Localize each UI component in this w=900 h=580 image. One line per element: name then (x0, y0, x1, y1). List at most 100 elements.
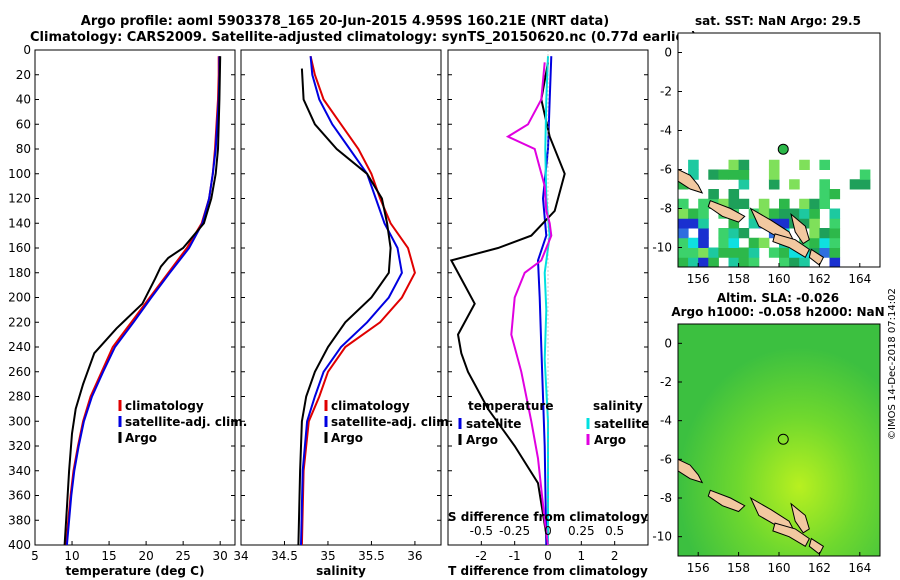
x-tick-label: 2 (611, 549, 619, 563)
y-tick-label: 120 (8, 192, 31, 206)
sst-pixel (738, 228, 750, 239)
sst-pixel (758, 198, 770, 209)
legend-label: satellite-adj. clim. (125, 415, 247, 429)
x-tick-label: 34 (233, 549, 248, 563)
sst-pixel (829, 228, 841, 239)
sst-pixel (819, 228, 830, 239)
legend-label: Argo (331, 431, 363, 445)
sst-pixel (758, 237, 770, 248)
y-tick-label: 0 (23, 43, 31, 57)
sst-pixel (728, 198, 740, 209)
x-tick-label: -1 (509, 549, 521, 563)
sst-map-title: sat. SST: NaN Argo: 29.5 (695, 14, 861, 28)
sst-pixel (768, 247, 780, 258)
sst-pixel (688, 218, 699, 229)
series-line-satellite-adj-clim- (300, 56, 403, 546)
y-tick-label: 60 (16, 117, 31, 131)
sst-pixel (718, 247, 729, 258)
sst-pixel (728, 218, 740, 229)
x-tick-label: 35 (320, 549, 335, 563)
sst-pixel (738, 257, 750, 267)
y-tick-label: 400 (8, 538, 31, 552)
sst-pixel (678, 218, 689, 229)
map-x-tick-label: 164 (848, 561, 871, 575)
sst-pixel (728, 247, 740, 258)
figure-title-line1: Argo profile: aoml 5903378_165 20-Jun-20… (80, 14, 610, 29)
sst-pixel (758, 208, 770, 219)
figure-title-line2: Climatology: CARS2009. Satellite-adjuste… (30, 30, 697, 45)
sst-pixel (789, 247, 800, 258)
land-island (790, 212, 810, 245)
imos-watermark: ©IMOS 14-Dec-2018 07:14:02 (887, 288, 898, 440)
sst-pixel (698, 257, 709, 267)
sst-pixel (698, 247, 709, 258)
land-island (707, 200, 746, 223)
series-line-climatology (300, 55, 416, 546)
sst-pixel (728, 257, 740, 267)
plot-frame-salinity (240, 49, 442, 546)
x-tick-label: 10 (64, 549, 79, 563)
sst-pixel (718, 237, 729, 248)
map-y-tick-label: -4 (660, 414, 672, 428)
sst-pixel (809, 208, 820, 219)
map-content (678, 324, 880, 556)
sst-pixel (688, 247, 699, 258)
sst-pixel (809, 198, 820, 209)
sst-pixel (779, 247, 790, 258)
sst-pixel (698, 198, 709, 209)
map-sat-sst: 156 158 160 162 164 0 -2 -4 -6 -8 -10 (652, 32, 881, 286)
y-tick-label: 300 (8, 414, 31, 428)
sst-pixel (789, 257, 800, 267)
top-tick-label: 0.25 (568, 524, 595, 538)
sst-pixel (768, 169, 780, 180)
sst-pixel (789, 179, 800, 190)
sst-pixel (859, 169, 871, 180)
legend-label: satellite (594, 417, 649, 431)
sst-pixel (738, 247, 750, 258)
sst-pixel (708, 189, 719, 200)
sst-pixel (829, 247, 841, 258)
sst-pixel (688, 237, 699, 248)
plot-frame-temperature (34, 49, 236, 546)
x-tick-label: 20 (138, 549, 153, 563)
sst-pixel (849, 179, 861, 190)
sst-pixel (748, 237, 760, 248)
legend-label: satellite (466, 417, 521, 431)
sst-pixel (738, 179, 750, 190)
map-x-tick-label: 162 (808, 272, 831, 286)
sst-pixel (718, 198, 729, 209)
sst-pixel (688, 257, 699, 267)
sst-pixel (738, 169, 750, 180)
series-line-argo (297, 68, 392, 546)
sst-pixel (748, 247, 760, 258)
map-x-tick-label: 164 (848, 272, 871, 286)
x-axis-label: salinity (316, 564, 366, 578)
sst-pixel (708, 257, 719, 267)
sst-pixel (779, 208, 790, 219)
map-y-tick-label: -10 (652, 530, 672, 544)
altimetry-map-title-line1: Altim. SLA: -0.026 (717, 291, 839, 305)
sst-pixel (678, 237, 689, 248)
sst-pixel (738, 159, 750, 170)
legend-title-temperature: temperature (468, 399, 553, 413)
y-tick-label: 320 (8, 439, 31, 453)
x-axis-label: temperature (deg C) (66, 564, 205, 578)
sst-pixel (698, 208, 709, 219)
sst-pixel (799, 159, 810, 170)
sst-pixel (728, 237, 740, 248)
sst-pixel (829, 189, 841, 200)
sst-pixel (748, 218, 760, 229)
legend-label: Argo (594, 433, 626, 447)
land-island (678, 458, 704, 484)
legend-label: satellite-adj. clim. (331, 415, 453, 429)
legend-title-salinity: salinity (593, 399, 643, 413)
sst-pixel (728, 228, 740, 239)
sst-pixel (789, 208, 800, 219)
sst-pixel (779, 198, 790, 209)
map-content (678, 33, 880, 267)
sst-pixel (819, 189, 830, 200)
map-y-tick-label: -2 (660, 375, 672, 389)
x-tick-label: 15 (101, 549, 116, 563)
y-tick-label: 80 (16, 142, 31, 156)
land-island (707, 489, 746, 513)
